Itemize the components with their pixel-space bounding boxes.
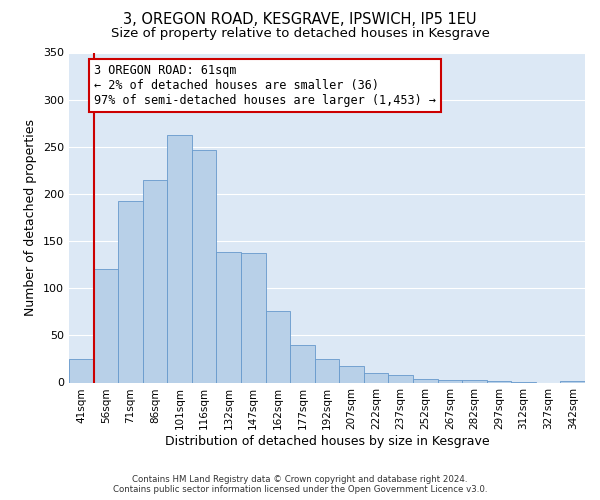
Bar — [143, 180, 167, 382]
Y-axis label: Number of detached properties: Number of detached properties — [25, 119, 37, 316]
Bar — [241, 254, 266, 382]
Bar — [388, 375, 413, 382]
Bar — [118, 202, 143, 382]
Bar — [192, 150, 217, 382]
Bar — [437, 380, 462, 382]
Bar — [364, 373, 388, 382]
Bar — [69, 359, 94, 382]
Bar — [462, 380, 487, 382]
Bar — [315, 359, 339, 382]
Bar — [167, 136, 192, 382]
Text: Size of property relative to detached houses in Kesgrave: Size of property relative to detached ho… — [110, 28, 490, 40]
Bar — [94, 270, 118, 382]
Text: Contains HM Land Registry data © Crown copyright and database right 2024.
Contai: Contains HM Land Registry data © Crown c… — [113, 474, 487, 494]
Text: 3, OREGON ROAD, KESGRAVE, IPSWICH, IP5 1EU: 3, OREGON ROAD, KESGRAVE, IPSWICH, IP5 1… — [123, 12, 477, 28]
Bar — [290, 345, 315, 383]
X-axis label: Distribution of detached houses by size in Kesgrave: Distribution of detached houses by size … — [164, 435, 490, 448]
Bar — [560, 380, 585, 382]
Bar — [487, 380, 511, 382]
Bar — [339, 366, 364, 382]
Bar — [217, 252, 241, 382]
Bar — [266, 311, 290, 382]
Bar — [413, 378, 437, 382]
Text: 3 OREGON ROAD: 61sqm
← 2% of detached houses are smaller (36)
97% of semi-detach: 3 OREGON ROAD: 61sqm ← 2% of detached ho… — [94, 64, 436, 107]
